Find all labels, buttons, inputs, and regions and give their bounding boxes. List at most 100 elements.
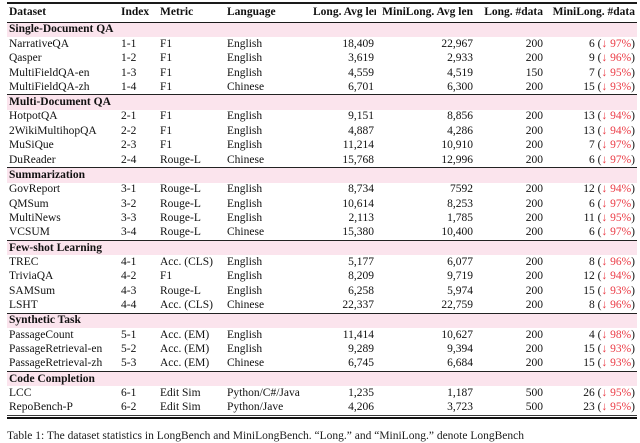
cell-mini-avg: 3,723	[447, 401, 473, 414]
cell-long-avg: 4,559	[348, 66, 374, 79]
mini-ndata-text: )	[631, 197, 635, 210]
header-row: Dataset Index Metric Language Long. Avg …	[7, 3, 637, 23]
cell-minilong-ndata: 26 (↓ 95%)	[545, 386, 637, 400]
cell-language: English	[227, 37, 263, 50]
mini-ndata-text: )	[631, 226, 635, 239]
drop-percentage: ↓ 96%	[601, 52, 632, 65]
mini-ndata-text: )	[631, 66, 635, 79]
cell-dataset: 2WikiMultihopQA	[9, 124, 97, 137]
cell-minilong-ndata: 8 (↓ 96%)	[545, 299, 637, 313]
section-title: Single-Document QA	[9, 23, 114, 36]
mini-ndata-text: 26 (	[583, 387, 602, 400]
mini-ndata-text: 23 (	[583, 401, 602, 414]
drop-percentage: ↓ 95%	[601, 212, 632, 225]
table-body: Single-Document QA NarrativeQA 1-1 F1 Englis…	[7, 22, 637, 415]
cell-metric: Edit Sim	[160, 401, 201, 414]
cell-language: English	[227, 212, 263, 225]
mini-ndata-text: )	[631, 328, 635, 341]
section-title: Few-shot Learning	[9, 241, 102, 254]
col-header-metric: Metric	[158, 3, 225, 23]
cell-language: English	[227, 139, 263, 152]
section-title: Synthetic Task	[9, 314, 81, 327]
cell-long-avg: 11,214	[342, 139, 374, 152]
cell-mini-avg: 2,933	[447, 52, 473, 65]
cell-metric: Rouge-L	[160, 212, 201, 225]
cell-language: English	[227, 270, 263, 283]
cell-dataset: QMSum	[9, 197, 49, 210]
cell-metric: F1	[160, 124, 173, 137]
table-row: QMSum 3-2 Rouge-L English 10,614 8,253 200 6 (↓…	[7, 197, 637, 211]
col-header-long-avg-len: Long. Avg len	[311, 3, 376, 23]
cell-dataset: MultiFieldQA-zh	[9, 80, 90, 93]
cell-language: English	[227, 255, 263, 268]
table-row: MultiFieldQA-en 1-3 F1 English 4,559 4,519 150…	[7, 66, 637, 80]
cell-language: Chinese	[227, 299, 265, 312]
cell-mini-avg: 10,400	[441, 226, 473, 239]
drop-percentage: ↓ 95%	[601, 401, 632, 414]
cell-index: 1-4	[121, 80, 137, 93]
cell-dataset: PassageCount	[9, 328, 74, 341]
mini-ndata-text: )	[631, 212, 635, 225]
cell-long-avg: 8,734	[348, 183, 374, 196]
dataset-statistics-table: Dataset Index Metric Language Long. Avg …	[7, 2, 637, 416]
cell-language: Python/Jave	[227, 401, 284, 414]
drop-percentage: ↓ 93%	[601, 284, 632, 297]
cell-long-n: 200	[525, 139, 543, 152]
mini-ndata-text: 11 (	[583, 212, 602, 225]
mini-ndata-text: )	[631, 80, 635, 93]
cell-metric: F1	[160, 66, 173, 79]
cell-minilong-ndata: 7 (↓ 97%)	[545, 139, 637, 153]
cell-language: English	[227, 110, 263, 123]
col-header-long-ndata: Long. #data	[475, 3, 545, 23]
cell-language: Chinese	[227, 357, 265, 370]
cell-language: Chinese	[227, 80, 265, 93]
mini-ndata-text: 8 (	[588, 299, 602, 312]
table-row: NarrativeQA 1-1 F1 English 18,409 22,967 200 6 …	[7, 37, 637, 51]
drop-percentage: ↓ 95%	[601, 387, 632, 400]
cell-metric: Edit Sim	[160, 387, 201, 400]
drop-percentage: ↓ 97%	[601, 139, 632, 152]
cell-long-avg: 2,113	[348, 212, 374, 225]
cell-dataset: LCC	[9, 387, 32, 400]
mini-ndata-text: )	[631, 357, 635, 370]
cell-mini-avg: 22,759	[441, 299, 473, 312]
cell-long-avg: 6,258	[348, 284, 374, 297]
cell-mini-avg: 10,910	[441, 139, 473, 152]
cell-metric: Rouge-L	[160, 183, 201, 196]
mini-ndata-text: 8 (	[588, 255, 602, 268]
table-row: MultiFieldQA-zh 1-4 F1 Chinese 6,701 6,300 200…	[7, 80, 637, 94]
cell-long-n: 200	[525, 328, 543, 341]
section-row: Synthetic Task	[7, 313, 637, 328]
drop-percentage: ↓ 98%	[601, 328, 632, 341]
cell-dataset: VCSUM	[9, 226, 50, 239]
cell-index: 6-2	[121, 401, 137, 414]
cell-dataset: MuSiQue	[9, 139, 54, 152]
mini-ndata-text: )	[631, 343, 635, 356]
cell-mini-avg: 22,967	[441, 37, 473, 50]
cell-long-avg: 6,701	[348, 80, 374, 93]
cell-index: 5-2	[121, 343, 137, 356]
cell-metric: Acc. (CLS)	[160, 255, 214, 268]
drop-percentage: ↓ 93%	[601, 80, 632, 93]
cell-long-n: 200	[525, 226, 543, 239]
cell-mini-avg: 8,253	[447, 197, 473, 210]
cell-mini-avg: 9,719	[447, 270, 473, 283]
cell-long-n: 200	[525, 284, 543, 297]
cell-metric: Acc. (CLS)	[160, 299, 214, 312]
cell-index: 1-2	[121, 52, 137, 65]
cell-long-avg: 15,380	[342, 226, 374, 239]
cell-long-n: 200	[525, 357, 543, 370]
cell-index: 2-1	[121, 110, 137, 123]
cell-long-avg: 15,768	[342, 153, 374, 166]
table-row: LSHT 4-4 Acc. (CLS) Chinese 22,337 22,759 200 8…	[7, 299, 637, 313]
cell-minilong-ndata: 6 (↓ 97%)	[545, 37, 637, 51]
cell-language: English	[227, 197, 263, 210]
table-row: PassageCount 5-1 Acc. (EM) English 11,414 10,…	[7, 328, 637, 342]
cell-index: 1-1	[121, 37, 137, 50]
cell-metric: F1	[160, 80, 173, 93]
drop-percentage: ↓ 94%	[601, 124, 632, 137]
cell-mini-avg: 1,187	[447, 387, 473, 400]
mini-ndata-text: 9 (	[588, 52, 602, 65]
mini-ndata-text: 15 (	[583, 284, 602, 297]
mini-ndata-text: )	[631, 139, 635, 152]
